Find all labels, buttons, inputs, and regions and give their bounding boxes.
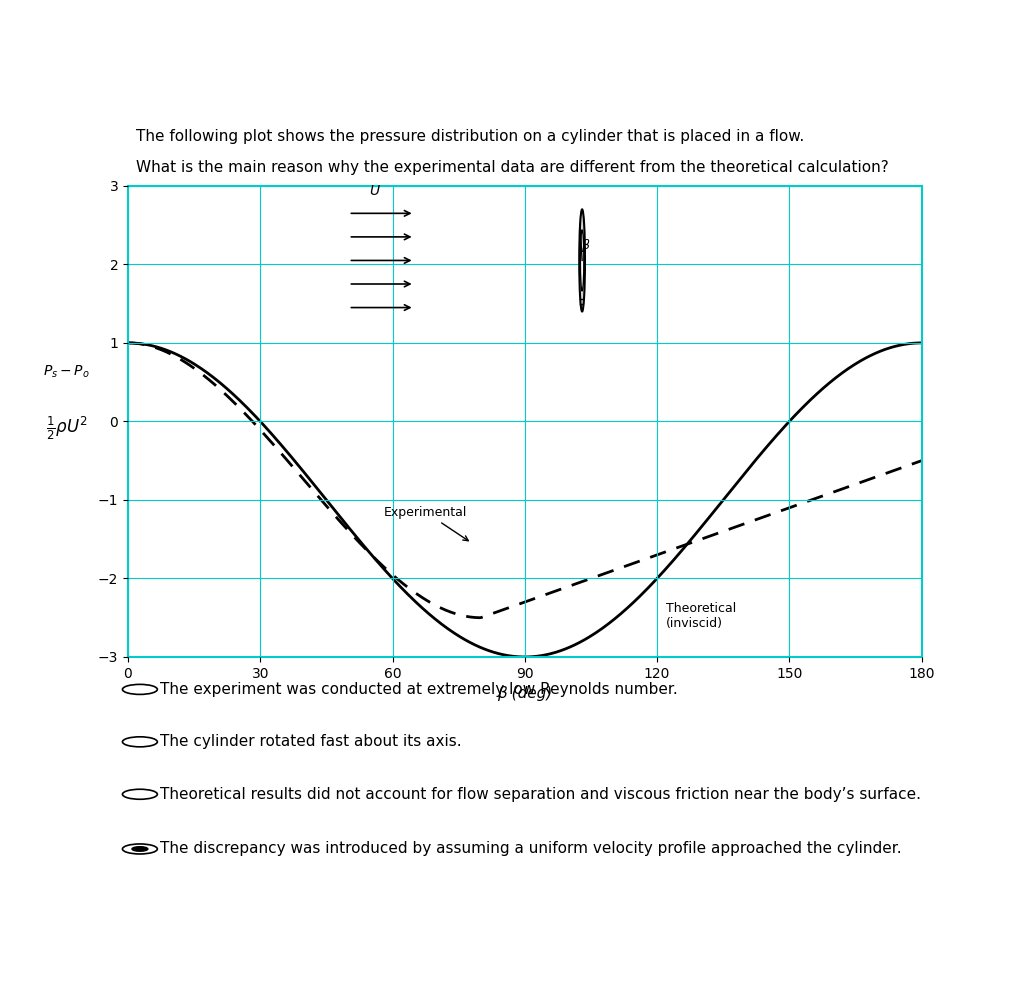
Text: $\frac{1}{2}\rho U^2$: $\frac{1}{2}\rho U^2$ xyxy=(46,415,87,442)
Text: The discrepancy was introduced by assuming a uniform velocity profile approached: The discrepancy was introduced by assumi… xyxy=(160,841,901,856)
Text: Theoretical
(inviscid): Theoretical (inviscid) xyxy=(666,602,736,630)
Circle shape xyxy=(581,230,584,291)
Text: Theoretical results did not account for flow separation and viscous friction nea: Theoretical results did not account for … xyxy=(160,787,921,802)
Text: $U$: $U$ xyxy=(369,184,381,198)
Text: $P_s - P_o$: $P_s - P_o$ xyxy=(43,364,90,380)
X-axis label: β (deg): β (deg) xyxy=(498,686,552,701)
Text: $\beta$: $\beta$ xyxy=(581,237,591,254)
Circle shape xyxy=(132,847,147,851)
Text: What is the main reason why the experimental data are different from the theoret: What is the main reason why the experime… xyxy=(136,160,889,175)
Text: The experiment was conducted at extremely low Reynolds number.: The experiment was conducted at extremel… xyxy=(160,682,678,697)
Circle shape xyxy=(580,209,585,311)
Text: The following plot shows the pressure distribution on a cylinder that is placed : The following plot shows the pressure di… xyxy=(136,129,804,144)
Text: The cylinder rotated fast about its axis.: The cylinder rotated fast about its axis… xyxy=(160,734,462,749)
Text: Experimental: Experimental xyxy=(384,506,468,541)
